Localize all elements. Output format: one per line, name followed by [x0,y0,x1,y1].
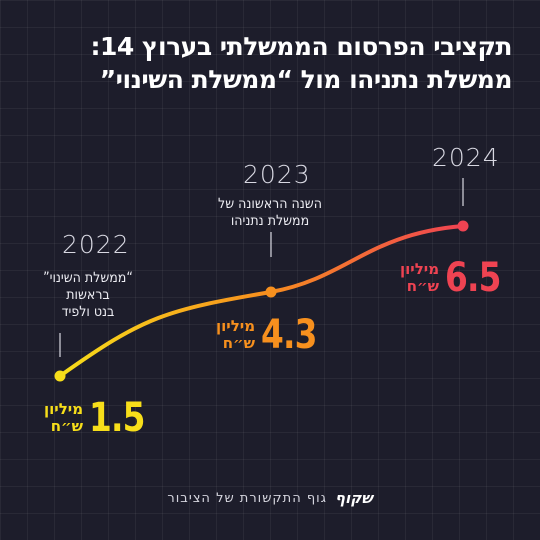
title-line-1: תקציבי הפרסום הממשלתי בערוץ 14: [90,32,513,61]
footer-tagline: גוף התקשורת של הציבור [167,490,328,506]
value-unit-2023: מיליון ש״ח [216,318,255,352]
value-unit-2022: מיליון ש״ח [44,401,83,435]
data-point-2023 [265,286,277,298]
annotation-2022-line-3: בנט ולפיד [61,304,115,320]
unit-line-1: מיליון [400,260,440,278]
data-point-2024 [457,220,469,232]
value-label-2023: מיליון ש״ח 4.3 [216,312,329,358]
brand-logo: שקוף [335,489,373,507]
unit-line-1: מיליון [44,400,84,418]
annotation-2022: “ממשלת השינוי” בראשות בנט ולפיד [38,270,138,321]
annotation-2023: השנה הראשונה של ממשלת נתניהו [200,196,340,230]
unit-line-2: ש״ח [50,417,84,435]
value-unit-2024: מיליון ש״ח [400,261,439,295]
x-tick-2024: 2024 [432,143,500,172]
annotation-2022-line-2: בראשות [66,287,110,303]
annotation-2022-line-1: “ממשלת השינוי” [43,270,133,286]
unit-line-1: מיליון [216,317,256,335]
value-2024: 6.5 [445,255,501,301]
x-tick-2023: 2023 [243,160,311,189]
unit-line-2: ש״ח [406,277,440,295]
unit-line-2: ש״ח [222,334,256,352]
annotation-2023-line-2: ממשלת נתניהו [230,213,310,229]
x-tick-2022: 2022 [62,230,130,259]
annotation-2023-line-1: השנה הראשונה של [218,196,322,212]
value-label-2024: מיליון ש״ח 6.5 [400,255,513,301]
chart-title: תקציבי הפרסום הממשלתי בערוץ 14: ממשלת נת… [22,30,513,96]
footer: שקוף גוף התקשורת של הציבור [0,489,540,507]
data-point-2022 [54,370,66,382]
value-label-2022: מיליון ש״ח 1.5 [44,395,157,441]
value-2022: 1.5 [89,395,145,441]
value-2023: 4.3 [261,312,317,358]
title-line-2: ממשלת נתניהו מול “ממשלת השינוי” [99,65,513,94]
